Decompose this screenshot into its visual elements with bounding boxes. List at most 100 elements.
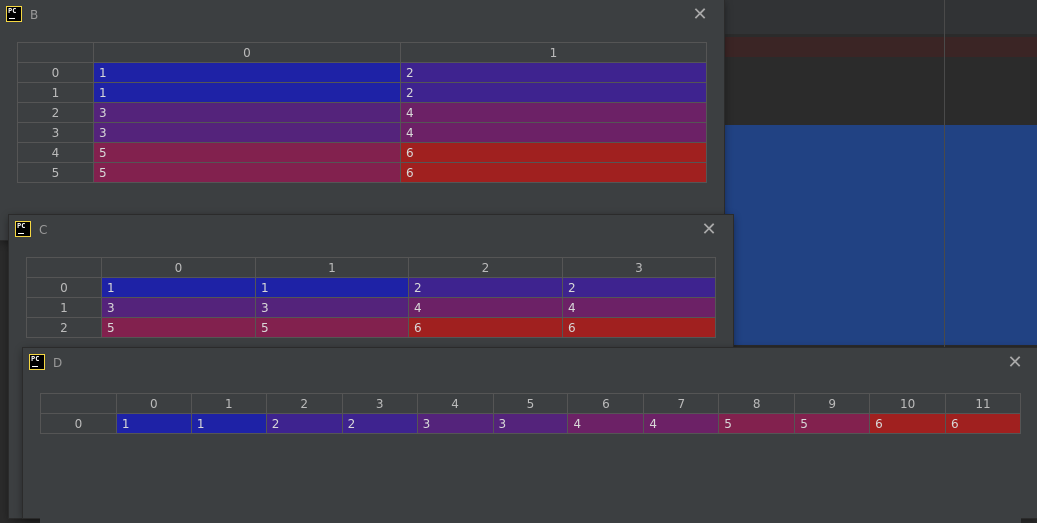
column-header[interactable]: 1: [400, 42, 707, 63]
window-titlebar[interactable]: PC C ✕: [9, 215, 733, 245]
window-title: C: [39, 223, 48, 237]
table-cell[interactable]: 5: [93, 162, 401, 183]
row-index: 0: [17, 62, 94, 83]
column-header[interactable]: 8: [718, 393, 796, 414]
table-cell[interactable]: 1: [101, 277, 256, 298]
table-cell[interactable]: 6: [400, 142, 707, 163]
table-cell[interactable]: 1: [93, 82, 401, 103]
pycharm-icon: PC: [29, 354, 45, 370]
table-cell[interactable]: 6: [562, 317, 716, 338]
editor-top-strip: [700, 0, 1037, 34]
table-cell[interactable]: 4: [408, 297, 563, 318]
table-cell[interactable]: 2: [400, 62, 707, 83]
column-header[interactable]: 7: [643, 393, 720, 414]
table-cell[interactable]: 4: [567, 413, 645, 434]
table-cell[interactable]: 3: [416, 413, 494, 434]
table-cell[interactable]: 3: [255, 297, 409, 318]
window-titlebar[interactable]: PC B ✕: [0, 0, 724, 30]
table-cell[interactable]: 2: [400, 82, 707, 103]
table-cell[interactable]: 1: [255, 277, 409, 298]
row-index: 3: [17, 122, 94, 143]
editor-right-margin: [944, 0, 945, 518]
column-header[interactable]: 5: [492, 393, 569, 414]
table-cell[interactable]: 2: [562, 277, 716, 298]
row-index: 4: [17, 142, 94, 163]
pycharm-icon: PC: [6, 6, 22, 22]
column-header[interactable]: 3: [341, 393, 418, 414]
table-cell[interactable]: 6: [869, 413, 947, 434]
row-index: 2: [17, 102, 94, 123]
table-cell[interactable]: 4: [643, 413, 720, 434]
table-cell[interactable]: 3: [93, 102, 401, 123]
table-cell[interactable]: 2: [408, 277, 563, 298]
window-title: D: [53, 356, 63, 370]
close-icon[interactable]: ✕: [692, 4, 708, 25]
corner-header: [40, 393, 117, 414]
table-cell[interactable]: 3: [101, 297, 256, 318]
table-cell[interactable]: 1: [115, 413, 192, 434]
dataframe-window-d: PC D ✕ 0 1 2 3 4 5 6 7 8 9 10 11 0 1 1 2 2 3 3 4 4 5 5 6 6: [23, 348, 1037, 523]
editor-selection: [725, 125, 1037, 345]
table-cell[interactable]: 5: [255, 317, 409, 338]
window-title: B: [30, 8, 39, 22]
row-index: 2: [26, 317, 102, 338]
column-header[interactable]: 10: [869, 393, 947, 414]
table-cell[interactable]: 4: [400, 102, 707, 123]
column-header[interactable]: 0: [93, 42, 401, 63]
table-cell[interactable]: 5: [794, 413, 871, 434]
column-header[interactable]: 2: [265, 393, 343, 414]
close-icon[interactable]: ✕: [1007, 352, 1023, 373]
column-header[interactable]: 0: [115, 393, 192, 414]
table-cell[interactable]: 5: [93, 142, 401, 163]
table-cell[interactable]: 6: [945, 413, 1021, 434]
table-cell[interactable]: 1: [190, 413, 267, 434]
table-cell[interactable]: 2: [265, 413, 343, 434]
row-index: 0: [26, 277, 102, 298]
table-cell[interactable]: 6: [400, 162, 707, 183]
column-header[interactable]: 0: [101, 257, 256, 278]
dataframe-table: 0 1 2 3 4 5 6 7 8 9 10 11 0 1 1 2 2 3 3 4 4 5 5 6 6: [40, 393, 1021, 434]
column-header[interactable]: 11: [945, 393, 1021, 414]
pycharm-icon: PC: [15, 221, 31, 237]
table-cell[interactable]: 5: [718, 413, 796, 434]
row-index: 1: [26, 297, 102, 318]
table-cell[interactable]: 3: [492, 413, 569, 434]
column-header[interactable]: 4: [416, 393, 494, 414]
table-cell[interactable]: 4: [562, 297, 716, 318]
row-index: 0: [40, 413, 117, 434]
table-cell[interactable]: 1: [93, 62, 401, 83]
dataframe-grid: 0 1 2 3 4 5 6 7 8 9 10 11 0 1 1 2 2 3 3 4 4 5 5 6 6: [40, 393, 1021, 523]
table-cell[interactable]: 5: [101, 317, 256, 338]
editor-error-highlight: [700, 37, 1037, 57]
column-header[interactable]: 6: [567, 393, 645, 414]
column-header[interactable]: 2: [408, 257, 563, 278]
column-header[interactable]: 1: [255, 257, 409, 278]
column-header[interactable]: 9: [794, 393, 871, 414]
column-header[interactable]: 3: [562, 257, 716, 278]
table-cell[interactable]: 4: [400, 122, 707, 143]
table-cell[interactable]: 2: [341, 413, 418, 434]
row-index: 5: [17, 162, 94, 183]
column-header[interactable]: 1: [190, 393, 267, 414]
row-index: 1: [17, 82, 94, 103]
window-titlebar[interactable]: PC D ✕: [23, 348, 1037, 378]
close-icon[interactable]: ✕: [701, 219, 717, 240]
table-cell[interactable]: 6: [408, 317, 563, 338]
table-cell[interactable]: 3: [93, 122, 401, 143]
